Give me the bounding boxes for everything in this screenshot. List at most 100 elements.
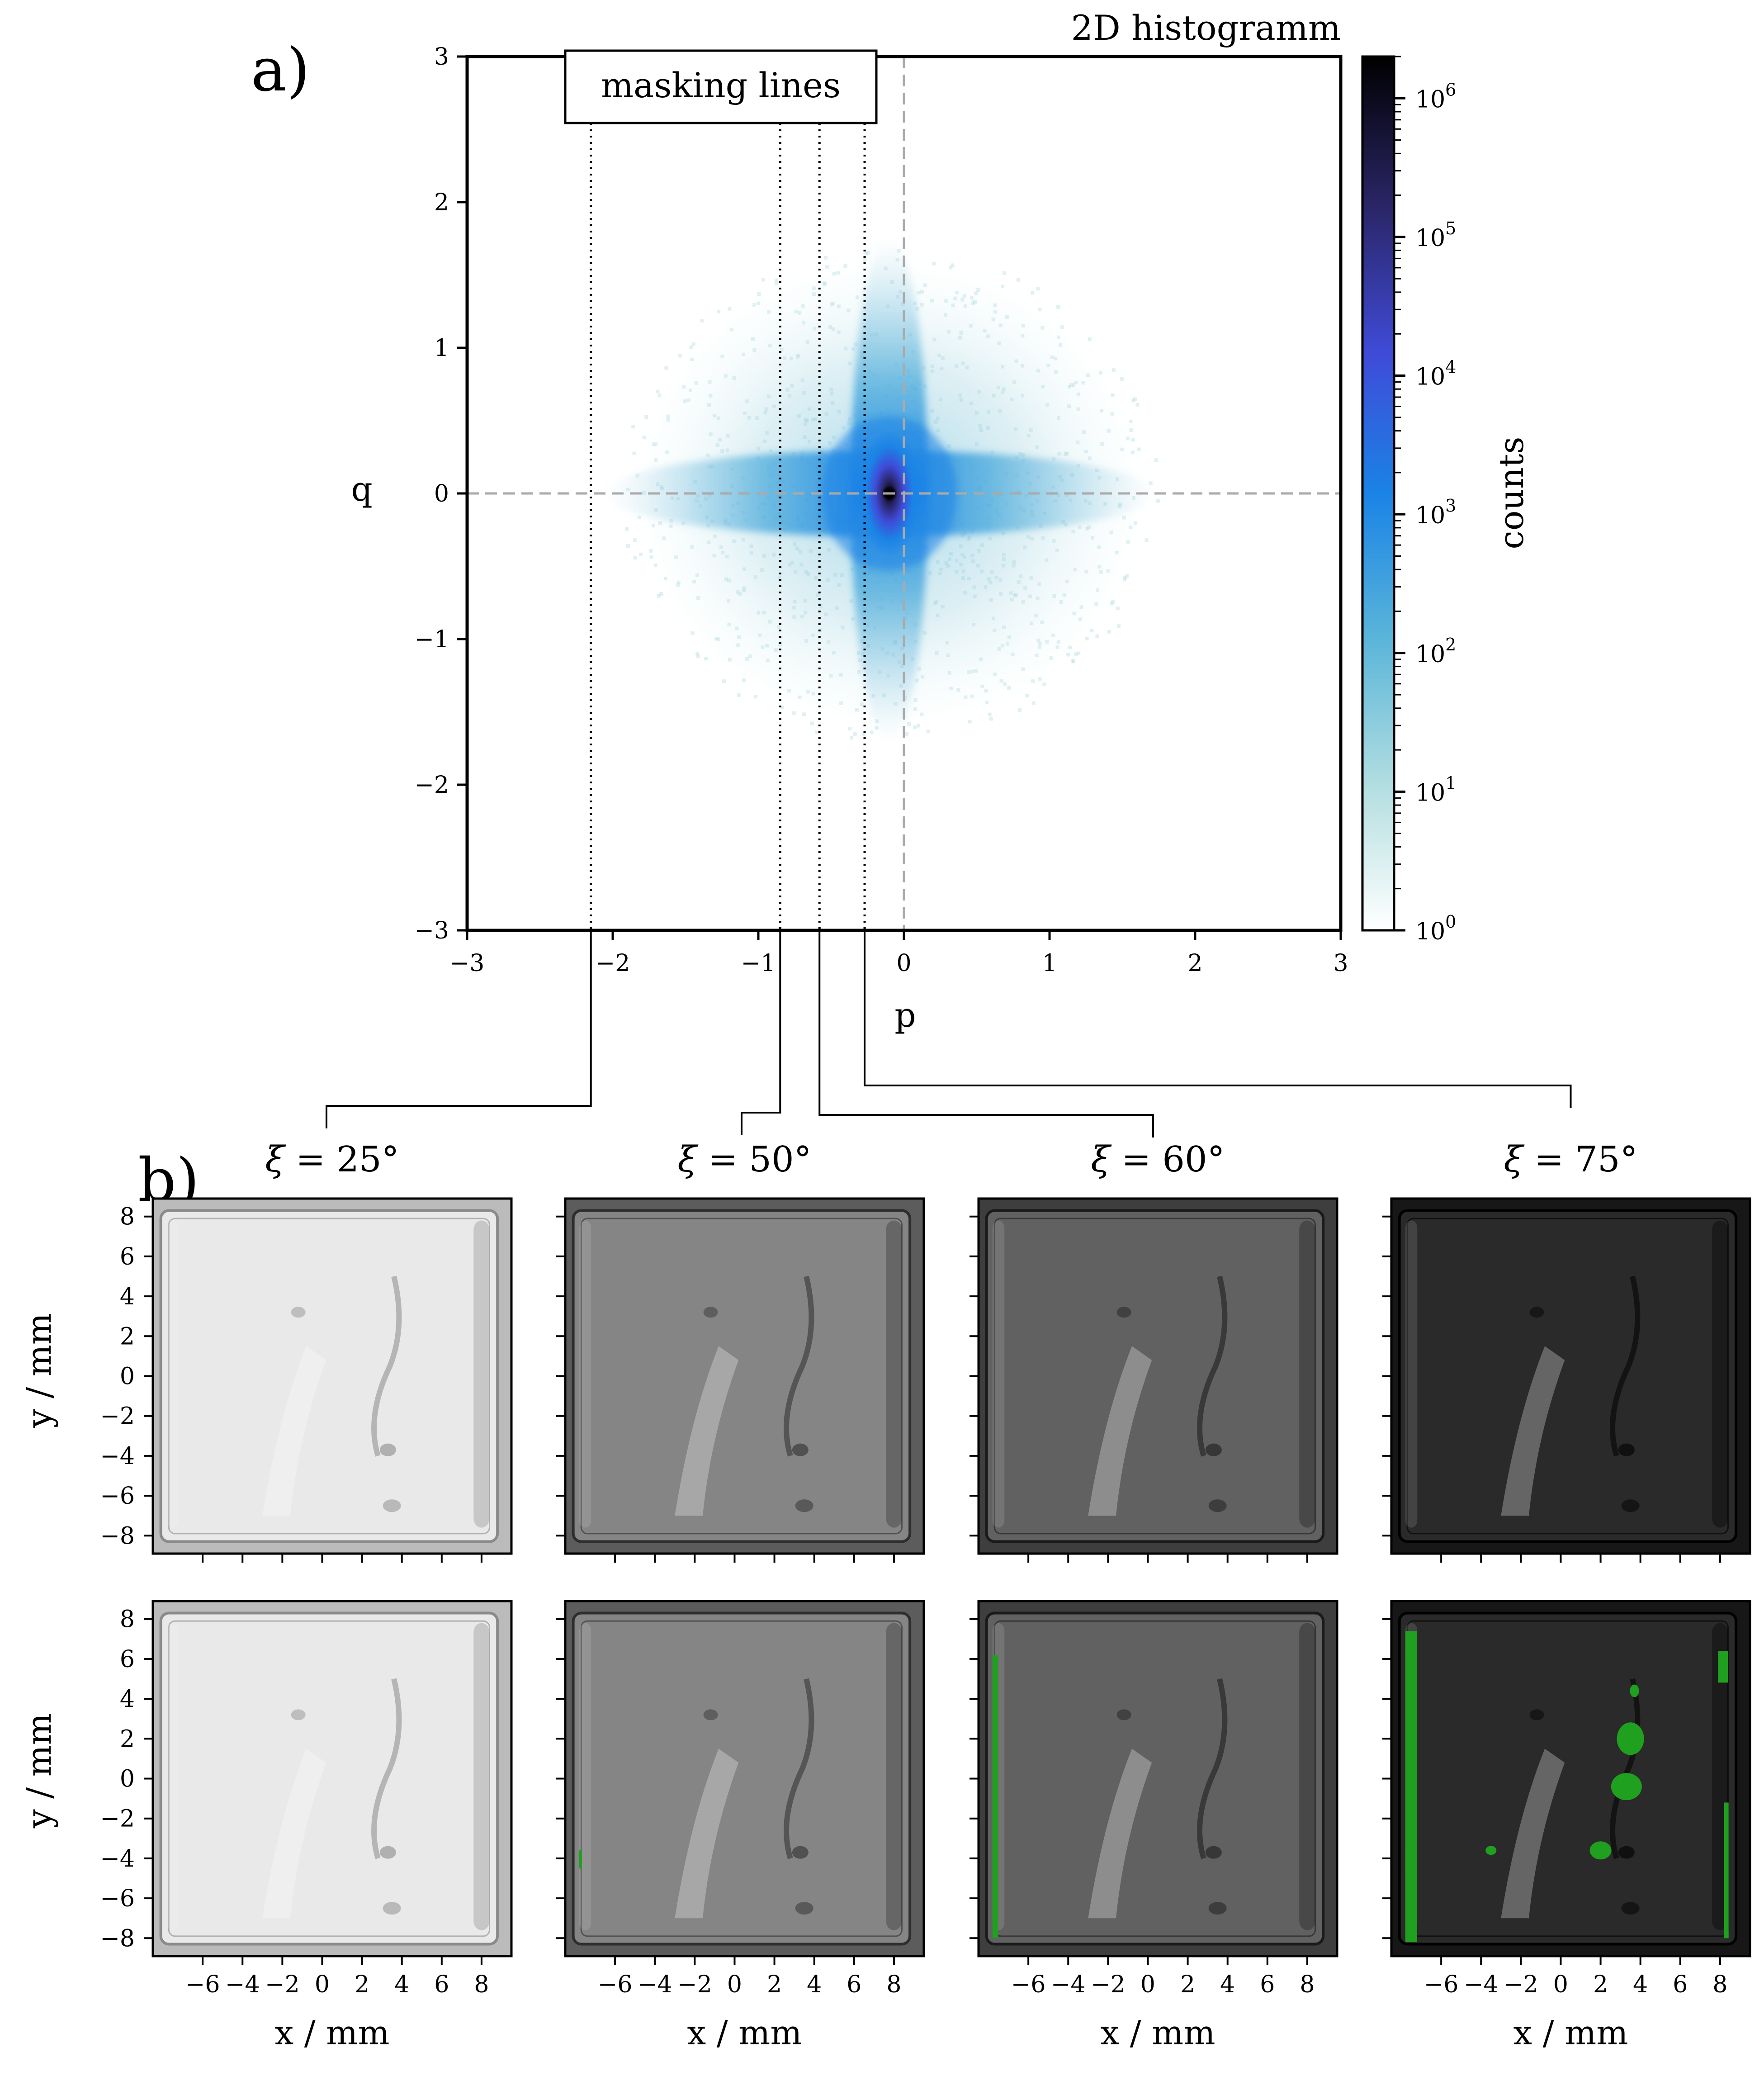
density-point	[1154, 458, 1158, 462]
y-tick-label: −4	[100, 1443, 135, 1470]
density-point	[761, 278, 766, 282]
surface-pit	[1205, 1846, 1222, 1859]
density-point	[850, 736, 854, 740]
surface-streak	[675, 1346, 739, 1516]
density-point	[1129, 419, 1133, 423]
density-point	[1016, 278, 1020, 282]
x-tick-label: 4	[1220, 1971, 1235, 1998]
mask-region	[992, 1655, 998, 1938]
connector-line-1	[326, 930, 592, 1128]
panel-a-letter: a)	[251, 35, 310, 105]
surface-pit	[792, 1846, 809, 1859]
surface-pit	[703, 1709, 718, 1720]
x-tick-label: 3	[1333, 950, 1348, 977]
x-tick-label: −2	[677, 1971, 712, 1998]
mask-region	[1589, 1841, 1612, 1860]
image-panel-masked-xi-50: −6 −4 −2 0 2 4 6 8 x / mm	[556, 1600, 925, 2052]
connector-line-4	[864, 930, 1572, 1108]
surface-pit	[1621, 1902, 1640, 1915]
xi-label: ξ = 75°	[1504, 1139, 1637, 1180]
density-point	[1135, 403, 1140, 407]
density-point	[1125, 574, 1129, 578]
y-tick-label: 0	[120, 1363, 135, 1390]
surface-pit	[1116, 1307, 1131, 1318]
x-axis-label: x / mm	[687, 2014, 802, 2052]
x-tick-label: 0	[315, 1971, 330, 1998]
y-tick-label: −1	[414, 626, 449, 653]
x-tick-label: −1	[741, 950, 776, 977]
x-tick-label: 0	[896, 950, 911, 977]
surface-pit	[703, 1307, 718, 1318]
surface-channel	[1610, 1678, 1641, 1859]
surface-streak	[1088, 1749, 1152, 1919]
specimen-inner-rim	[993, 1218, 1316, 1535]
surface-pit	[792, 1443, 809, 1456]
density-point	[1031, 291, 1035, 295]
surface-channel	[371, 1275, 402, 1457]
colorbar-gradient	[1362, 57, 1394, 930]
specimen-inner-rim	[580, 1620, 903, 1937]
mask-region	[1617, 1722, 1644, 1755]
density-point	[753, 695, 757, 699]
density-point	[810, 721, 814, 725]
right-ridge	[473, 1623, 490, 1930]
colorbar-ticks: 100 101 102 103 104 105 106	[1394, 80, 1456, 945]
density-point	[1149, 481, 1153, 485]
x-tick-label: −4	[638, 1971, 672, 1998]
x-tick-label: 6	[434, 1971, 449, 1998]
y-tick-label: 4	[120, 1283, 135, 1310]
surface-pit	[379, 1846, 396, 1859]
y-tick-label: 6	[120, 1646, 135, 1673]
specimen-plate	[1398, 1611, 1738, 1946]
x-tick-label: −2	[265, 1971, 300, 1998]
density-point	[1070, 659, 1074, 663]
density-point	[853, 732, 857, 736]
surface-channel	[1610, 1275, 1641, 1457]
density-point	[700, 318, 704, 322]
image-panel-masked-xi-60: −6 −4 −2 0 2 4 6 8 x / mm	[969, 1600, 1338, 2052]
surface-pit	[1205, 1443, 1222, 1456]
y-tick-label: 0	[120, 1766, 135, 1793]
heatmap-x-label: p	[894, 996, 916, 1035]
x-tick-label: 8	[474, 1971, 489, 1998]
y-label-row-1: y / mm	[20, 1313, 59, 1428]
x-tick-label: 8	[886, 1971, 901, 1998]
x-tick-label: 2	[1180, 1971, 1195, 1998]
density-point	[1095, 634, 1099, 638]
surface-streak	[262, 1749, 326, 1919]
image-panel-unmasked-xi-50	[556, 1197, 925, 1563]
x-tick-label: 4	[1633, 1971, 1648, 1998]
density-point	[1088, 337, 1092, 341]
y-tick-label: 8	[120, 1606, 135, 1633]
density-point	[691, 342, 695, 346]
y-tick-label: 0	[434, 480, 449, 507]
x-tick-label: −6	[1011, 1971, 1046, 1998]
density-point	[1072, 659, 1076, 663]
mask-region	[1724, 1802, 1729, 1938]
x-tick-label: 2	[1593, 1971, 1608, 1998]
density-point	[864, 251, 868, 256]
density-point	[905, 732, 909, 736]
x-axis-label: x / mm	[274, 2014, 389, 2052]
y-tick-label: 8	[120, 1204, 135, 1231]
y-tick-label: −4	[100, 1845, 135, 1872]
y-tick-label: −8	[100, 1522, 135, 1550]
x-tick-label: 6	[1260, 1971, 1275, 1998]
colorbar-tick-label: 100	[1415, 912, 1456, 945]
density-point	[1131, 398, 1135, 403]
x-tick-label: 6	[1673, 1971, 1688, 1998]
x-tick-label: −4	[225, 1971, 260, 1998]
y-tick-label: −2	[414, 772, 449, 799]
y-label-row-2: y / mm	[20, 1713, 59, 1829]
image-panel-unmasked-xi-75	[1382, 1197, 1751, 1563]
mask-region	[1630, 1684, 1639, 1697]
density-point	[624, 527, 629, 531]
connector-line-2	[741, 930, 781, 1135]
heatmap-y-label: q	[351, 470, 372, 509]
density-point	[1018, 708, 1022, 712]
xi-label: ξ = 50°	[677, 1139, 811, 1180]
surface-streak	[262, 1346, 326, 1516]
masking-lines-box	[564, 49, 878, 124]
surface-channel	[784, 1678, 814, 1859]
